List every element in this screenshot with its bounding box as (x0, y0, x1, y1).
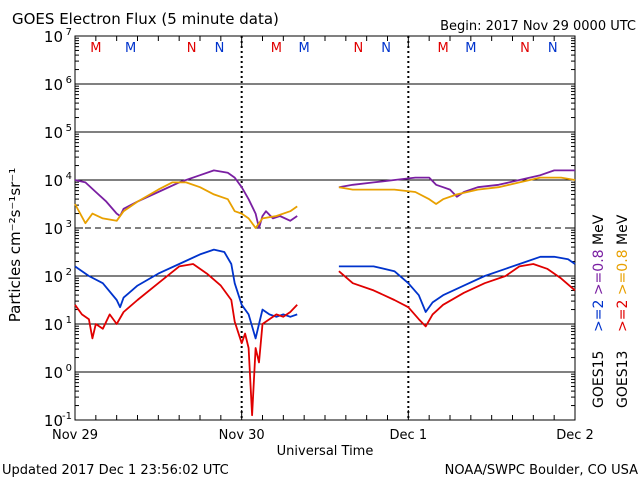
legend-item: >=0.8 (615, 249, 631, 299)
series-line (74, 169, 298, 229)
y-tick-label: 10 (44, 220, 63, 238)
y-tick-label: 10 (44, 316, 63, 334)
local-time-marker: M (90, 41, 101, 56)
legend-items: >=2 >=0.8 MeV (591, 214, 607, 332)
y-tick-label: 10 (44, 28, 63, 46)
legend-item: >=0.8 (591, 249, 607, 299)
credit: NOAA/SWPC Boulder, CO USA (445, 463, 638, 478)
local-time-marker: N (353, 41, 363, 56)
local-time-marker: N (381, 41, 391, 56)
x-tick-label: Dec 1 (390, 428, 428, 443)
y-tick-label-exponent: 2 (66, 267, 72, 278)
legend-items: >=2 >=0.8 MeV (615, 214, 631, 332)
y-tick-label: 10 (44, 268, 63, 286)
series-line (338, 176, 576, 205)
series-line (74, 263, 298, 417)
x-axis-label: Universal Time (277, 444, 374, 459)
x-tick-label: Nov 30 (219, 428, 265, 443)
legend-item: >=2 (615, 300, 631, 332)
y-tick-label: 10 (44, 76, 63, 94)
series-line (338, 169, 575, 198)
begin-time: Begin: 2017 Nov 29 0000 UTC (440, 19, 636, 34)
y-tick-label: 10 (44, 364, 63, 382)
legend-item: MeV (591, 214, 607, 249)
series-line (338, 255, 576, 313)
local-time-marker: M (271, 41, 282, 56)
y-tick-label: 10 (44, 124, 63, 142)
local-time-marker: N (548, 41, 558, 56)
legend-item: MeV (615, 214, 631, 249)
legend-group: GOES15 >=2 >=0.8 MeV (591, 214, 607, 408)
series-line (338, 263, 576, 328)
y-tick-label-exponent: 3 (66, 219, 72, 230)
legend: GOES15 >=2 >=0.8 MeV GOES13 >=2 >=0.8 MeV (591, 214, 631, 408)
y-tick-label-exponent: 0 (66, 363, 72, 374)
local-time-marker: M (437, 41, 448, 56)
series-line (74, 248, 298, 340)
chart-title: GOES Electron Flux (5 minute data) (12, 10, 279, 28)
series-line (74, 181, 298, 229)
legend-group-label: GOES13 (615, 351, 631, 408)
y-tick-label-exponent: 1 (66, 315, 72, 326)
legend-group: GOES13 >=2 >=0.8 MeV (615, 214, 631, 408)
x-tick-label: Dec 2 (556, 428, 594, 443)
legend-group-label: GOES15 (591, 351, 607, 408)
series-lines (74, 169, 576, 417)
legend-item: >=2 (591, 300, 607, 332)
y-tick-label-exponent: 7 (66, 27, 72, 38)
x-axis-ticks: Nov 29 Nov 30 Dec 1 Dec 2 (52, 36, 594, 443)
local-time-marker: N (520, 41, 530, 56)
y-tick-label-exponent: 6 (66, 75, 72, 86)
y-tick-label-exponent: 5 (66, 123, 72, 134)
gridlines (75, 36, 575, 420)
local-time-marker: N (187, 41, 197, 56)
y-tick-label: 10 (44, 412, 63, 430)
local-time-marker: M (465, 41, 476, 56)
y-tick-label: 10 (44, 172, 63, 190)
local-time-marker: M (299, 41, 310, 56)
y-axis-label: Particles cm⁻²s⁻¹sr⁻¹ (6, 168, 24, 322)
local-time-marker: N (215, 41, 225, 56)
x-tick-label: Nov 29 (52, 428, 98, 443)
y-tick-label-exponent: -1 (62, 411, 72, 422)
local-time-marker: M (125, 41, 136, 56)
updated-time: Updated 2017 Dec 1 23:56:02 UTC (2, 463, 229, 478)
y-tick-label-exponent: 4 (66, 171, 72, 182)
